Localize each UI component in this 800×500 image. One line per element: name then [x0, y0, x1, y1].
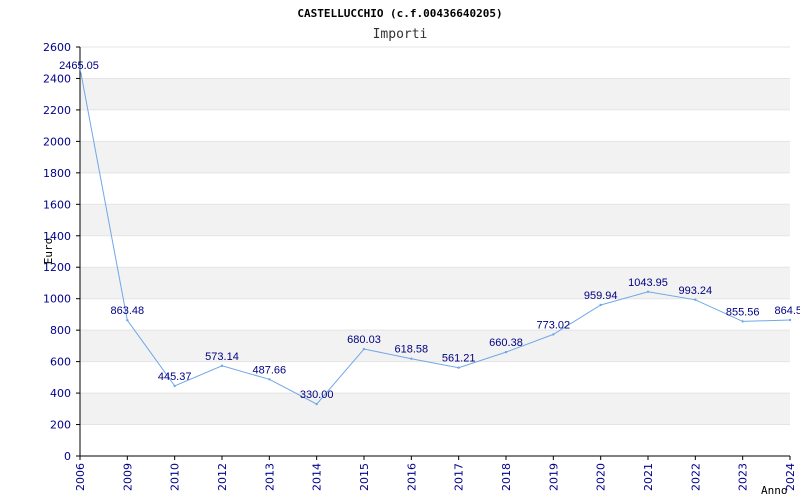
y-tick-label: 1200 [43, 261, 71, 274]
grid-band [80, 204, 790, 236]
grid-band [80, 109, 790, 142]
data-point [126, 318, 129, 322]
x-tick-label: 2018 [500, 463, 513, 491]
x-tick-label: 2022 [689, 463, 702, 491]
x-tick-label: 2023 [737, 463, 750, 491]
y-tick-label: 0 [64, 450, 71, 463]
data-label: 660.38 [489, 337, 523, 349]
y-tick-label: 1400 [43, 230, 71, 243]
series-line-group [78, 67, 792, 406]
y-tick-label: 2000 [43, 135, 71, 148]
grid-band [80, 393, 790, 425]
grid-band [80, 330, 790, 362]
y-tick-label: 400 [50, 387, 71, 400]
data-label: 773.02 [537, 319, 571, 331]
data-label: 2465.05 [59, 60, 99, 72]
grid-band [80, 172, 790, 205]
y-tick-labels: 0 200 400 600 800 1000 1200 1400 1600 1800 2000 220… [43, 41, 71, 463]
data-label: 993.24 [679, 285, 713, 297]
grid-band [80, 267, 790, 299]
x-tick-label: 2009 [121, 463, 134, 491]
x-tick-label: 2020 [595, 463, 608, 491]
x-tick-label: 2014 [311, 463, 324, 491]
data-point [410, 357, 413, 360]
data-label: 618.58 [395, 344, 429, 356]
grid-band [80, 47, 790, 79]
x-tick-label: 2019 [547, 463, 560, 491]
x-tick-label: 2016 [405, 463, 418, 491]
grid-band [80, 298, 790, 331]
x-tick-label: 2010 [169, 463, 182, 491]
y-tick-label: 200 [50, 419, 71, 432]
grid-band [80, 78, 790, 110]
y-tick-label: 1600 [43, 198, 71, 211]
data-label: 487.66 [253, 364, 287, 376]
data-point [599, 303, 602, 307]
x-tick-label: 2017 [453, 463, 466, 491]
y-tick-label: 2200 [43, 104, 71, 117]
data-point [552, 333, 555, 336]
grid-band [80, 361, 790, 394]
chart-subtitle: Importi [373, 27, 428, 42]
x-tick-label: 2012 [216, 463, 229, 491]
data-point [788, 318, 792, 322]
y-tick-label: 800 [50, 324, 71, 337]
y-tick-label: 1800 [43, 167, 71, 180]
grid-band [80, 424, 790, 456]
y-tick-label: 2600 [43, 41, 71, 54]
y-axis-title: Euro [42, 238, 55, 265]
data-point [173, 384, 176, 388]
x-tick-label: 2006 [74, 463, 87, 491]
x-axis-title: Anno [761, 484, 788, 497]
y-tick-label: 2400 [43, 72, 71, 85]
data-point [646, 290, 650, 293]
data-label: 561.21 [442, 353, 476, 365]
chart-title: CASTELLUCCHIO (c.f.00436640205) [297, 7, 502, 20]
data-label: 863.48 [111, 305, 145, 317]
data-point [504, 350, 508, 354]
data-point [741, 320, 744, 323]
x-tick-label: 2021 [642, 463, 655, 491]
axes [76, 46, 791, 460]
data-point [694, 298, 697, 301]
data-label: 855.56 [726, 306, 760, 318]
x-tick-labels: 2006 2009 2010 2012 2013 2014 2015 2016 2017 2018… [74, 463, 797, 491]
data-point [220, 364, 224, 368]
series-line [79, 68, 791, 405]
data-point [315, 402, 318, 406]
x-tick-label: 2024 [784, 463, 797, 491]
data-label: 445.37 [158, 371, 192, 383]
data-labels: 2465.05 863.48 445.37 573.14 487.66 330.00 680… [59, 60, 800, 401]
data-point [78, 67, 82, 70]
data-label: 1043.95 [628, 277, 668, 289]
data-point [457, 366, 460, 369]
data-point [362, 347, 366, 351]
grid-bands [80, 46, 790, 456]
y-tick-label: 600 [50, 356, 71, 369]
x-tick-label: 2015 [358, 463, 371, 491]
data-label: 330.00 [300, 389, 334, 401]
x-tick-label: 2013 [263, 463, 276, 491]
data-label: 864.5 [774, 305, 800, 317]
data-label: 959.94 [584, 290, 618, 302]
data-label: 680.03 [347, 334, 381, 346]
grid-band [80, 141, 790, 173]
data-point [268, 378, 271, 381]
data-label: 573.14 [205, 351, 239, 363]
y-tick-label: 1000 [43, 293, 71, 306]
grid-band [80, 235, 790, 268]
